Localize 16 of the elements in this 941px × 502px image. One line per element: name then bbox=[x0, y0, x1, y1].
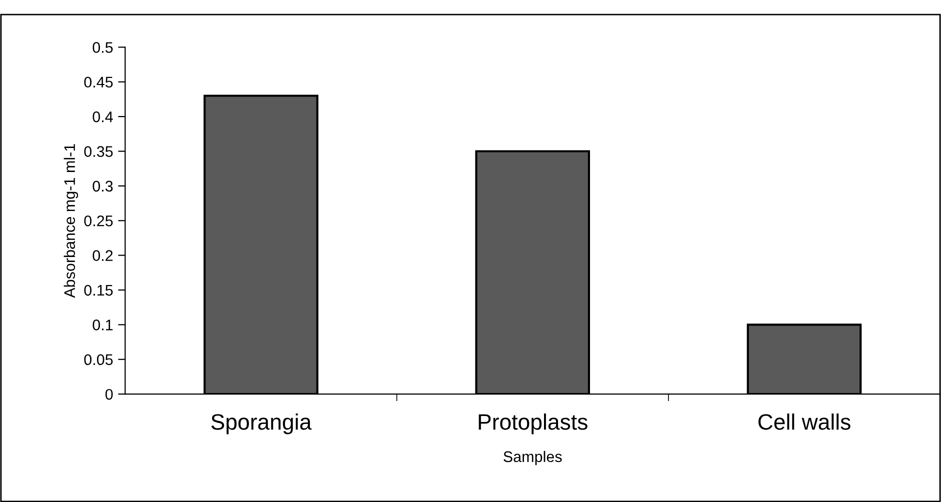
y-tick-label: 0 bbox=[105, 388, 113, 400]
y-tick-label: 0.5 bbox=[92, 42, 113, 53]
y-tick-label: 0.25 bbox=[84, 215, 113, 226]
y-tick-label: 0.05 bbox=[84, 354, 113, 366]
y-tick-label: 0.45 bbox=[84, 76, 113, 88]
y-axis-title: Absorbance mg-1 ml-1 bbox=[64, 144, 78, 298]
y-tick-label: 0.35 bbox=[84, 146, 113, 157]
x-tick-label: Sporangia bbox=[211, 414, 312, 434]
y-tick-label: 0.3 bbox=[92, 180, 113, 192]
x-tick-label: Protoplasts bbox=[478, 414, 588, 434]
y-tick-label: 0.1 bbox=[92, 320, 113, 330]
x-tick-label: Cell walls bbox=[758, 414, 850, 430]
x-axis-title: Samples bbox=[504, 450, 562, 466]
y-tick-label: 0.15 bbox=[84, 284, 113, 296]
y-tick-label: 0.2 bbox=[92, 250, 113, 262]
y-tick-label: 0.4 bbox=[92, 111, 113, 122]
